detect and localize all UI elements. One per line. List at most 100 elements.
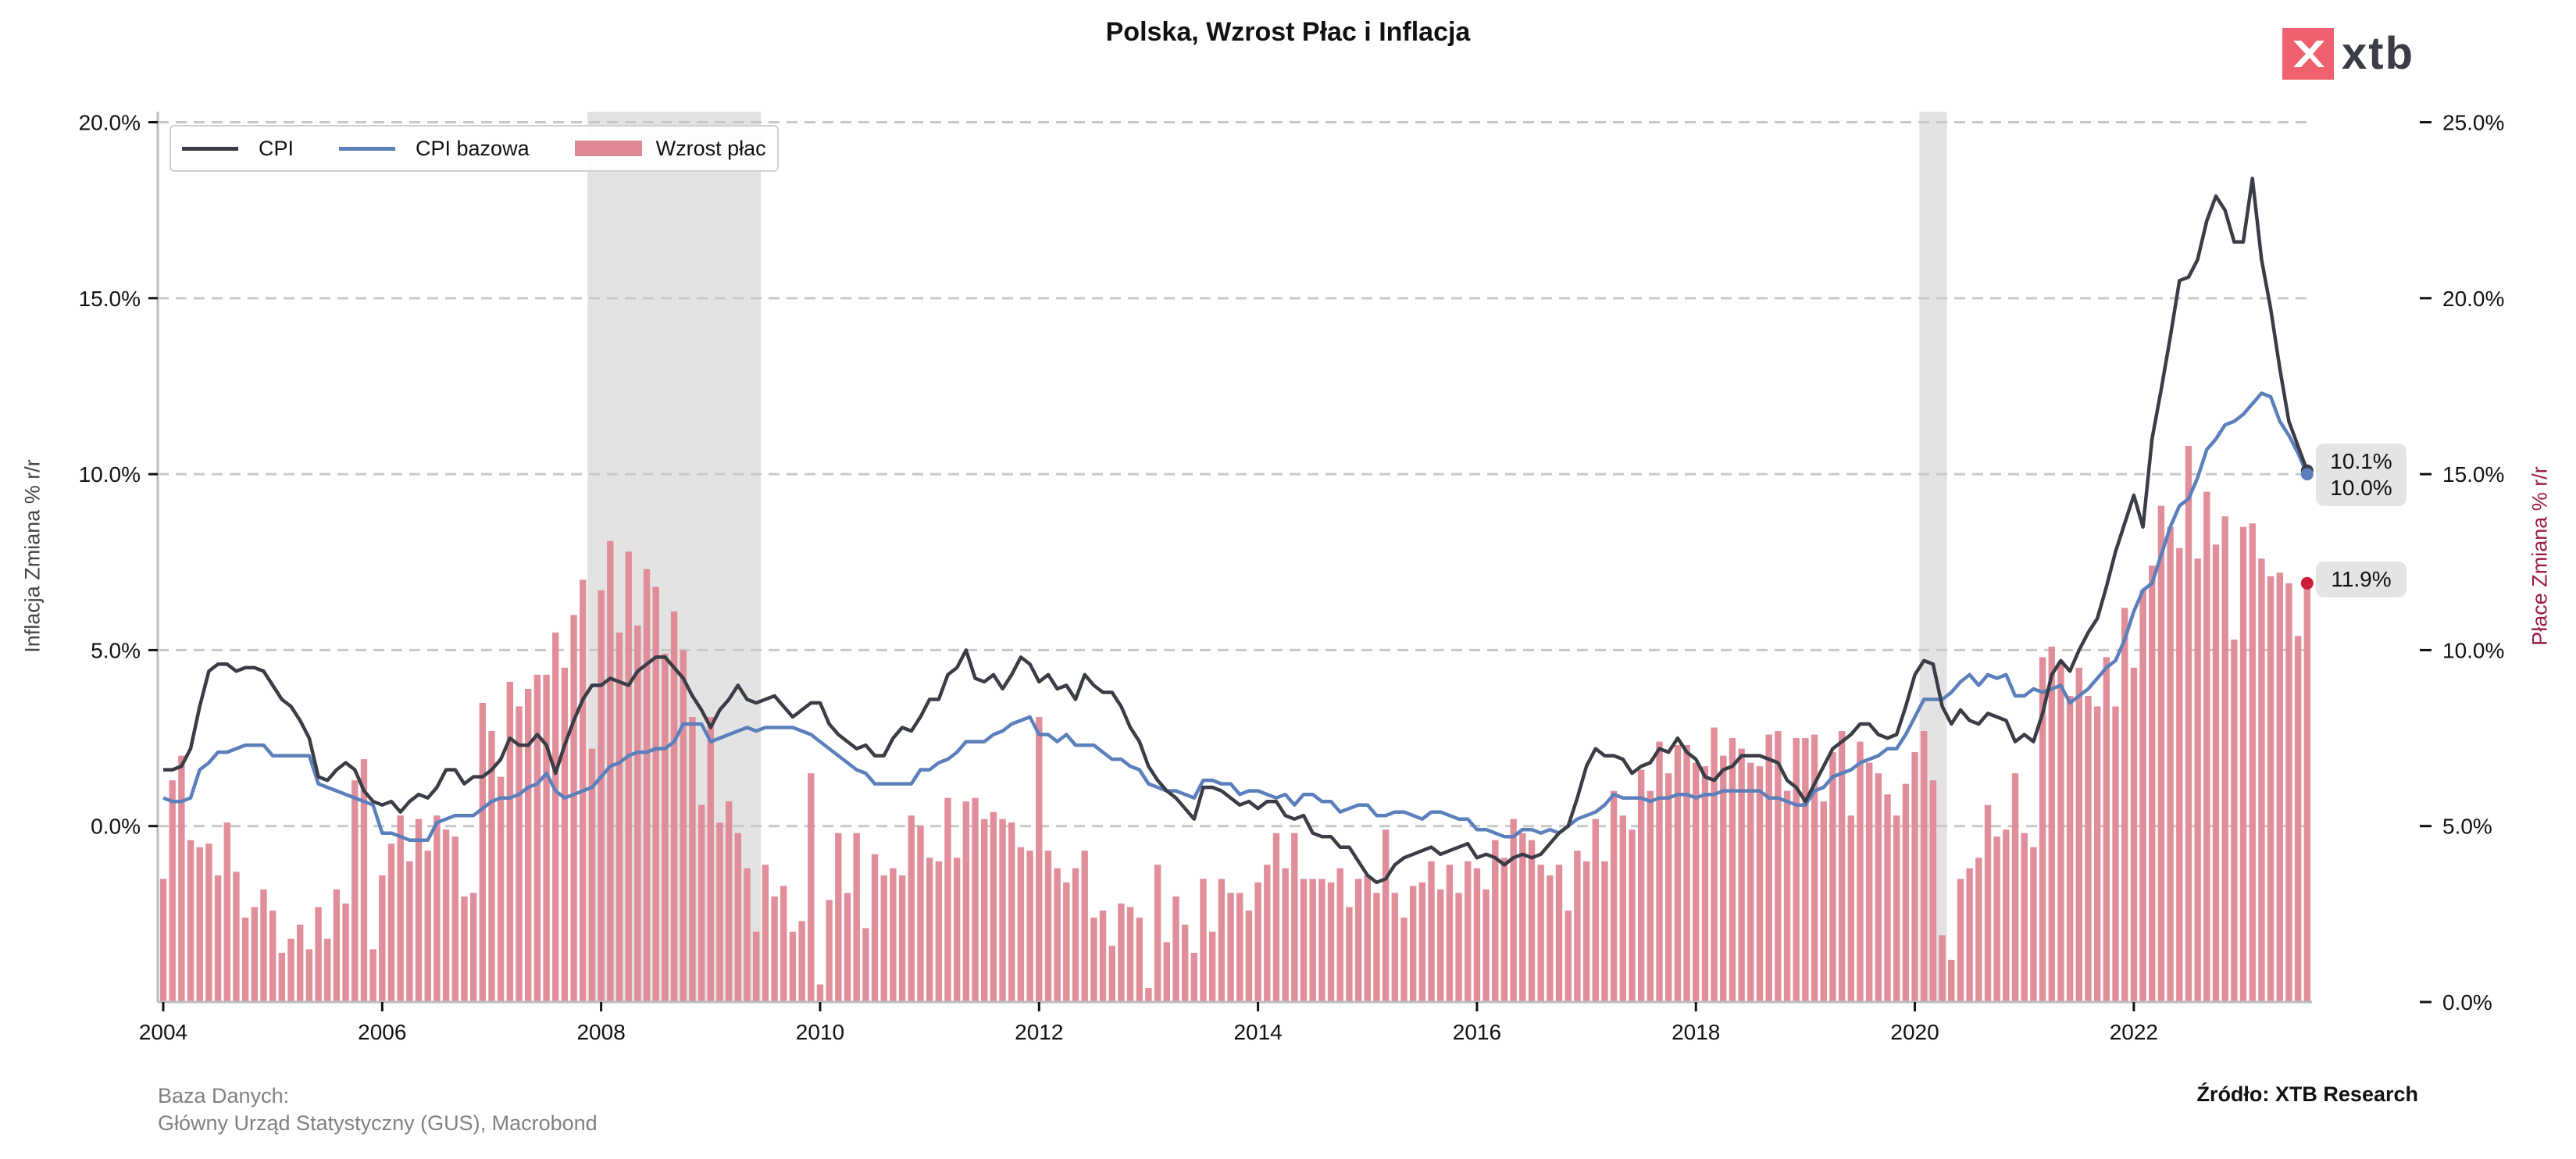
wage-bar xyxy=(634,625,641,1002)
wage-bar xyxy=(451,836,458,1002)
legend-swatch-core-cpi xyxy=(339,146,396,151)
wage-bar xyxy=(1838,731,1846,1002)
wage-bar xyxy=(2011,773,2019,1002)
wage-bar xyxy=(1547,875,1554,1002)
wage-bar xyxy=(1647,790,1654,1002)
wage-bar xyxy=(999,818,1006,1002)
wage-bar xyxy=(1446,865,1454,1002)
wage-bar xyxy=(2085,695,2092,1002)
wage-bar xyxy=(1482,889,1490,1002)
wage-bar xyxy=(598,590,605,1002)
wage-bar xyxy=(233,872,240,1002)
wage-bar xyxy=(2121,608,2128,1002)
footer-source: Źródło: XTB Research xyxy=(2196,1082,2418,1106)
wage-bar xyxy=(159,879,167,1002)
axes: 0.0% 5.0% 10.0% 15.0% 20.0% 0.0% 5.0% 10.0% 15.0… xyxy=(79,111,2505,1044)
legend-label-cpi: CPI xyxy=(259,136,294,160)
wage-bar xyxy=(826,900,833,1002)
wage-bar xyxy=(2185,446,2192,1002)
wage-bar xyxy=(789,931,797,1002)
wage-bar xyxy=(835,833,842,1002)
wage-bar xyxy=(1665,773,1672,1002)
y-right-tick-label: 0.0% xyxy=(2442,990,2492,1015)
wage-bar xyxy=(698,804,705,1002)
legend-swatch-cpi xyxy=(182,146,238,151)
wage-bar xyxy=(1373,893,1380,1002)
wage-bar xyxy=(1227,893,1234,1002)
lines xyxy=(162,177,2314,885)
wage-bar xyxy=(2066,695,2074,1002)
wage-bar xyxy=(2267,576,2275,1002)
wage-bar xyxy=(1145,987,1152,1002)
wage-bar xyxy=(1418,882,1426,1002)
wage-bar xyxy=(1902,783,1910,1002)
wage-bar xyxy=(561,667,569,1002)
wage-bar xyxy=(1063,882,1070,1002)
wage-bar xyxy=(2149,565,2156,1002)
wage-bar xyxy=(1601,861,1608,1002)
wage-bar xyxy=(1674,745,1682,1002)
wage-bar xyxy=(1966,868,1973,1002)
legend-swatch-wages xyxy=(574,141,642,156)
y-left-tick-label: 0.0% xyxy=(91,815,141,839)
wage-bar xyxy=(1136,917,1143,1002)
wage-bar xyxy=(1582,861,1590,1002)
annotation-cpi-core: 10.1% 10.0% xyxy=(2316,444,2407,506)
wage-bar xyxy=(205,843,212,1002)
wage-bar xyxy=(588,748,596,1002)
wage-bar xyxy=(2203,491,2210,1002)
wage-bar xyxy=(1108,945,1115,1002)
wage-bar xyxy=(1701,766,1709,1002)
wage-bar xyxy=(1017,847,1025,1002)
wage-bar xyxy=(898,875,906,1002)
wage-bar xyxy=(1629,829,1636,1002)
wage-bar xyxy=(533,674,541,1002)
wage-bar xyxy=(2157,505,2165,1002)
wage-bar xyxy=(944,797,951,1002)
wage-bar xyxy=(305,949,313,1002)
wage-bar xyxy=(2221,516,2228,1002)
wage-bar xyxy=(725,801,733,1002)
wage-bar xyxy=(1893,815,1900,1002)
wage-bar xyxy=(798,921,805,1002)
x-tick-label: 2006 xyxy=(358,1020,406,1044)
wage-bar xyxy=(1820,801,1827,1002)
wage-bar xyxy=(2057,660,2064,1002)
wage-bar xyxy=(2112,706,2119,1002)
wage-bar xyxy=(1126,907,1134,1002)
wage-bar xyxy=(862,928,869,1002)
wage-bar xyxy=(2285,583,2292,1002)
wage-bar xyxy=(2294,636,2302,1002)
legend-label-wages: Wzrost płac xyxy=(655,136,766,160)
wage-bar xyxy=(2130,667,2138,1002)
wage-bar xyxy=(1948,959,1955,1002)
annotation-core-last: 10.0% xyxy=(2330,476,2392,500)
wage-bar xyxy=(479,702,486,1002)
wage-bar xyxy=(488,731,495,1002)
wage-bar xyxy=(1802,738,1809,1002)
wage-bar xyxy=(643,569,651,1002)
wage-bar xyxy=(1044,851,1052,1002)
wage-bar xyxy=(251,907,258,1002)
wage-bar xyxy=(1775,731,1782,1002)
wage-bar xyxy=(1957,879,1964,1002)
x-tick-label: 2022 xyxy=(2110,1020,2158,1044)
wage-bar xyxy=(1154,865,1161,1002)
wage-bar xyxy=(2103,657,2110,1002)
wage-bar xyxy=(935,861,942,1002)
wage-bar xyxy=(333,889,341,1002)
wage-bar xyxy=(1656,741,1663,1002)
x-tick-label: 2010 xyxy=(796,1020,844,1044)
wage-bar xyxy=(689,717,696,1002)
y-right-tick-label: 25.0% xyxy=(2442,111,2504,135)
wage-bar xyxy=(1437,889,1444,1002)
wage-bar xyxy=(351,780,359,1002)
x-tick-label: 2012 xyxy=(1015,1020,1063,1044)
x-tick-label: 2018 xyxy=(1672,1020,1720,1044)
wage-bar xyxy=(406,861,413,1002)
wage-bar xyxy=(662,653,669,1002)
wage-bar xyxy=(816,984,824,1002)
wage-bar xyxy=(2167,526,2174,1002)
wage-bar xyxy=(1829,752,1836,1002)
